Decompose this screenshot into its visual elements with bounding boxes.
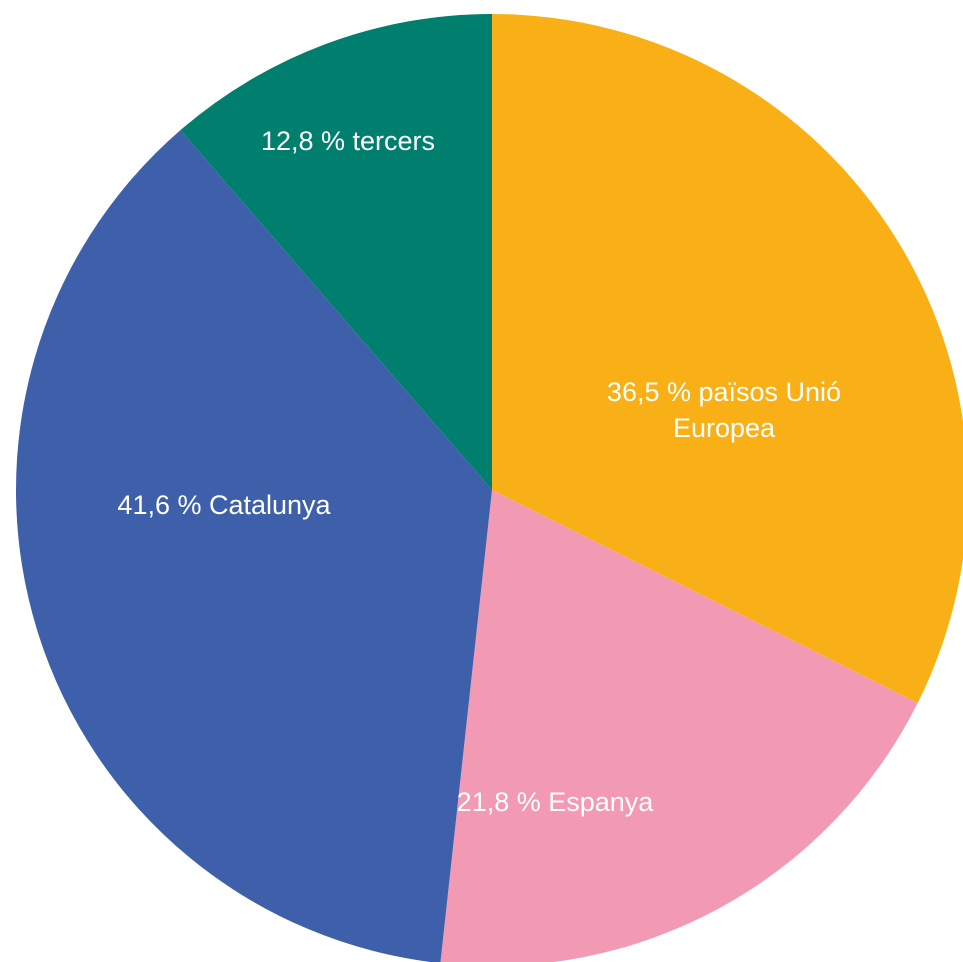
pie-slice	[180, 14, 493, 490]
pie-slice	[492, 14, 963, 704]
pie-slice-label: 21,8 % Espanya	[457, 787, 655, 817]
pie-slice	[440, 490, 918, 962]
pie-slices	[16, 14, 963, 962]
pie-slice-label: 36,5 % països Unió Europea	[607, 377, 841, 443]
pie-slice-label: 12,8 % tercers	[261, 126, 435, 156]
pie-labels: 36,5 % països Unió Europea 21,8 % Espanya 4…	[117, 126, 841, 817]
pie-slice	[16, 130, 492, 962]
pie-slice-label: 41,6 % Catalunya	[117, 490, 331, 520]
